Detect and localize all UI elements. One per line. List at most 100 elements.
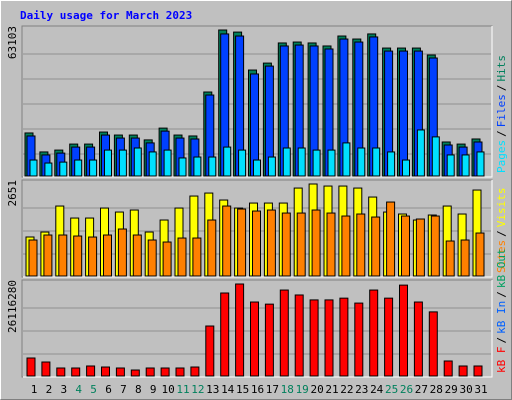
bar <box>235 283 245 377</box>
x-tick-label: 13 <box>206 383 219 396</box>
x-tick-label: 14 <box>221 383 235 396</box>
bar <box>399 50 408 177</box>
bar <box>327 149 336 177</box>
x-tick-label: 25 <box>385 383 398 396</box>
bar <box>446 154 455 177</box>
bar <box>473 365 483 377</box>
bar <box>281 212 291 277</box>
bar <box>341 215 351 277</box>
bar <box>475 232 485 277</box>
bar <box>29 159 38 177</box>
bar <box>88 236 98 277</box>
bar <box>428 311 438 377</box>
y-tick-label: 2651 <box>6 180 19 207</box>
bar <box>326 212 336 277</box>
x-tick-label: 9 <box>150 383 157 396</box>
bar <box>101 366 110 377</box>
x-tick-label: 27 <box>415 383 428 396</box>
x-tick-label: 24 <box>370 383 384 396</box>
bar <box>115 367 125 377</box>
bar <box>399 284 408 377</box>
panel-highlight <box>23 180 493 278</box>
x-tick-label: 15 <box>236 383 249 396</box>
x-tick-label: 6 <box>105 383 112 396</box>
legend-entry: Files <box>495 94 508 127</box>
x-tick-label: 7 <box>120 383 127 396</box>
bar <box>133 147 142 177</box>
bar <box>192 237 202 277</box>
bar <box>238 149 247 177</box>
bar <box>132 234 142 277</box>
bar <box>371 216 381 277</box>
bar <box>297 147 306 177</box>
x-tick-label: 30 <box>459 383 472 396</box>
bar <box>386 201 396 277</box>
bar <box>56 367 66 377</box>
bar <box>58 234 68 277</box>
legend: Sites / Visits <box>495 188 508 274</box>
bar <box>431 136 440 177</box>
x-tick-label: 10 <box>161 383 174 396</box>
bar <box>416 129 425 177</box>
bar <box>282 147 291 177</box>
bar <box>401 215 410 277</box>
bar <box>163 149 172 177</box>
bar <box>294 294 304 377</box>
x-tick-label: 12 <box>191 383 204 396</box>
y-tick-label: 63103 <box>6 26 19 59</box>
bar <box>162 241 172 277</box>
y-tick-label: 26116280 <box>6 280 19 333</box>
bar <box>372 147 381 177</box>
x-tick-label: 18 <box>281 383 294 396</box>
x-tick-label: 29 <box>445 383 458 396</box>
bar <box>104 149 112 177</box>
bar <box>147 239 157 277</box>
legend-separator: / <box>495 230 508 237</box>
bar <box>445 240 455 277</box>
bar <box>476 151 485 177</box>
x-tick-label: 2 <box>46 383 53 396</box>
bar <box>354 302 364 377</box>
legend-entry: Visits <box>495 188 508 228</box>
x-tick-label: 21 <box>325 383 338 396</box>
bar <box>89 159 98 177</box>
bar <box>117 228 127 277</box>
bar <box>460 239 470 277</box>
bar <box>118 149 127 177</box>
legend-separator: / <box>495 291 508 298</box>
legend-separator: / <box>495 85 508 92</box>
bar <box>160 367 170 377</box>
bar <box>145 367 155 377</box>
bar <box>443 360 453 377</box>
bar <box>384 297 394 377</box>
bar <box>220 292 230 377</box>
bar <box>339 297 349 377</box>
legend-entry: Sites <box>495 240 508 273</box>
bar <box>266 209 276 277</box>
x-tick-label: 19 <box>296 383 309 396</box>
bar <box>264 303 274 377</box>
x-tick-label: 23 <box>355 383 368 396</box>
legend-entry: kB F <box>495 347 508 374</box>
legend-separator: / <box>495 337 508 344</box>
legend: Pages / Files / Hits <box>495 55 508 173</box>
bar <box>461 154 470 177</box>
x-tick-label: 3 <box>60 383 67 396</box>
x-tick-label: 22 <box>340 383 353 396</box>
bar <box>413 301 423 377</box>
bar <box>223 146 232 177</box>
x-tick-label: 31 <box>474 383 487 396</box>
bar <box>237 208 247 277</box>
bar <box>43 234 53 277</box>
legend-separator: / <box>495 130 508 137</box>
bar <box>190 366 200 377</box>
chart-title: Daily usage for March 2023 <box>20 9 192 22</box>
legend-entry: Pages <box>495 140 508 173</box>
bar <box>177 237 187 277</box>
bar <box>357 147 366 177</box>
bar <box>279 289 289 377</box>
bar <box>175 367 185 377</box>
bar <box>342 142 351 177</box>
